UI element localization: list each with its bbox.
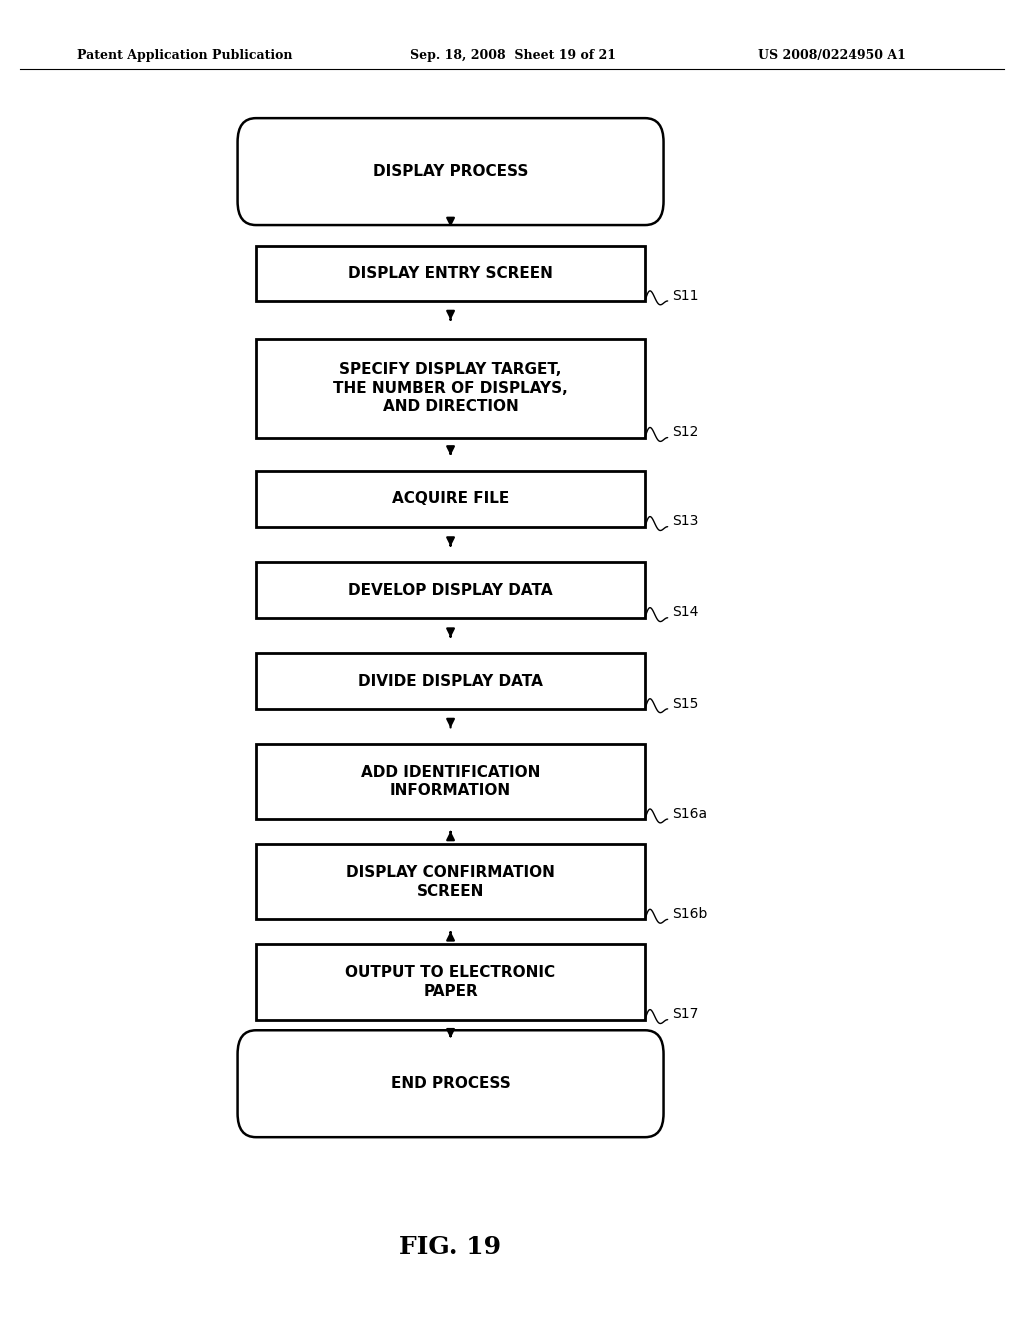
Text: S12: S12 [672, 425, 698, 440]
Text: DIVIDE DISPLAY DATA: DIVIDE DISPLAY DATA [358, 673, 543, 689]
Bar [256, 471, 645, 527]
Bar [256, 845, 645, 919]
Text: S13: S13 [672, 515, 698, 528]
Text: S11: S11 [672, 289, 698, 302]
Text: S16b: S16b [672, 907, 708, 921]
Text: Patent Application Publication: Patent Application Publication [77, 49, 292, 62]
Text: ADD IDENTIFICATION
INFORMATION: ADD IDENTIFICATION INFORMATION [360, 764, 541, 799]
Bar [256, 744, 645, 818]
Text: S16a: S16a [672, 807, 707, 821]
Bar [256, 246, 645, 301]
Text: US 2008/0224950 A1: US 2008/0224950 A1 [758, 49, 905, 62]
Text: S17: S17 [672, 1007, 698, 1022]
Text: S15: S15 [672, 697, 698, 710]
FancyBboxPatch shape [238, 119, 664, 224]
Bar [256, 653, 645, 709]
Bar [256, 339, 645, 438]
Text: FIG. 19: FIG. 19 [399, 1236, 502, 1259]
FancyBboxPatch shape [238, 1030, 664, 1137]
Text: DISPLAY PROCESS: DISPLAY PROCESS [373, 164, 528, 180]
Text: ACQUIRE FILE: ACQUIRE FILE [392, 491, 509, 507]
Text: S14: S14 [672, 606, 698, 619]
Bar [256, 562, 645, 618]
Text: OUTPUT TO ELECTRONIC
PAPER: OUTPUT TO ELECTRONIC PAPER [345, 965, 556, 999]
Text: DISPLAY ENTRY SCREEN: DISPLAY ENTRY SCREEN [348, 265, 553, 281]
Text: DEVELOP DISPLAY DATA: DEVELOP DISPLAY DATA [348, 582, 553, 598]
Text: Sep. 18, 2008  Sheet 19 of 21: Sep. 18, 2008 Sheet 19 of 21 [410, 49, 615, 62]
Text: DISPLAY CONFIRMATION
SCREEN: DISPLAY CONFIRMATION SCREEN [346, 865, 555, 899]
Text: END PROCESS: END PROCESS [391, 1076, 510, 1092]
Bar [256, 945, 645, 1019]
Text: SPECIFY DISPLAY TARGET,
THE NUMBER OF DISPLAYS,
AND DIRECTION: SPECIFY DISPLAY TARGET, THE NUMBER OF DI… [333, 362, 568, 414]
